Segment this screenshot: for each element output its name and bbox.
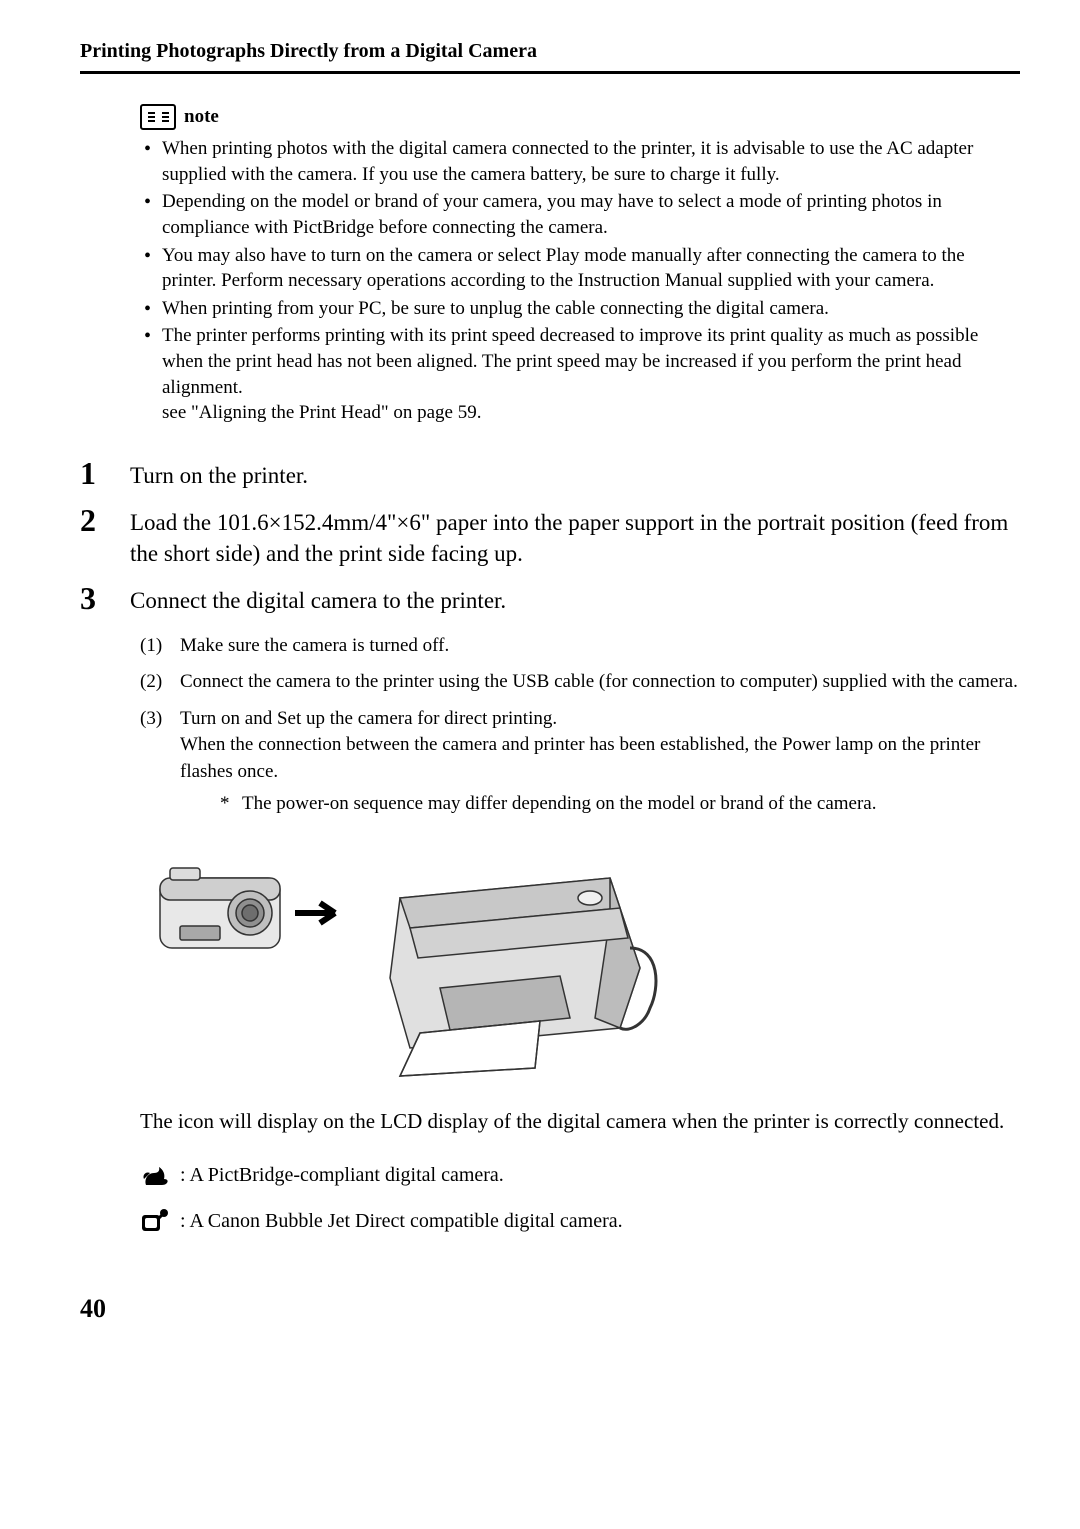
pictbridge-icon-row: : A PictBridge-compliant digital camera. — [140, 1162, 1020, 1188]
step-text: Load the 101.6×152.4mm/4"×6" paper into … — [130, 503, 1020, 569]
sub-step-3: (3) Turn on and Set up the camera for di… — [140, 706, 1020, 818]
note-label: note — [184, 106, 219, 128]
sub-step-text: Make sure the camera is turned off. — [180, 633, 1020, 660]
sub-step-num: (1) — [140, 633, 180, 660]
note-block: note When printing photos with the digit… — [140, 104, 1020, 426]
bubblejet-label: : A Canon Bubble Jet Direct compatible d… — [180, 1210, 623, 1233]
camera-printer-illustration — [140, 838, 1020, 1083]
sub-step-main: Turn on and Set up the camera for direct… — [180, 708, 557, 729]
note-item-text: The printer performs printing with its p… — [162, 325, 978, 397]
post-illustration-text: The icon will display on the LCD display… — [140, 1107, 1020, 1136]
sub-step-num: (2) — [140, 669, 180, 696]
note-item: Depending on the model or brand of your … — [140, 189, 1020, 240]
asterisk-note: * The power-on sequence may differ depen… — [220, 791, 1020, 818]
note-item: The printer performs printing with its p… — [140, 323, 1020, 426]
step-text: Connect the digital camera to the printe… — [130, 581, 506, 616]
asterisk-text: The power-on sequence may differ dependi… — [242, 791, 876, 818]
note-item: When printing from your PC, be sure to u… — [140, 296, 1020, 322]
step-number: 3 — [80, 581, 130, 616]
pictbridge-icon — [140, 1162, 170, 1188]
note-item: When printing photos with the digital ca… — [140, 136, 1020, 187]
page-header: Printing Photographs Directly from a Dig… — [80, 40, 1020, 74]
bubblejet-icon-row: : A Canon Bubble Jet Direct compatible d… — [140, 1208, 1020, 1234]
sub-step-text: Connect the camera to the printer using … — [180, 669, 1020, 696]
sub-step-extra: When the connection between the camera a… — [180, 734, 980, 782]
note-header: note — [140, 104, 1020, 130]
note-icon — [140, 104, 176, 130]
step-text: Turn on the printer. — [130, 456, 308, 491]
sub-steps: (1) Make sure the camera is turned off. … — [140, 633, 1020, 819]
sub-step-2: (2) Connect the camera to the printer us… — [140, 669, 1020, 696]
asterisk-symbol: * — [220, 791, 242, 818]
note-list: When printing photos with the digital ca… — [140, 136, 1020, 426]
step-1: 1 Turn on the printer. — [80, 456, 1020, 491]
step-2: 2 Load the 101.6×152.4mm/4"×6" paper int… — [80, 503, 1020, 569]
step-number: 1 — [80, 456, 130, 491]
header-title: Printing Photographs Directly from a Dig… — [80, 40, 537, 62]
pictbridge-label: : A PictBridge-compliant digital camera. — [180, 1164, 504, 1187]
bubblejet-icon — [140, 1208, 170, 1234]
sub-step-text: Turn on and Set up the camera for direct… — [180, 706, 1020, 818]
page-number: 40 — [80, 1294, 1020, 1324]
step-number: 2 — [80, 503, 130, 538]
note-item: You may also have to turn on the camera … — [140, 243, 1020, 294]
sub-step-num: (3) — [140, 706, 180, 818]
sub-step-1: (1) Make sure the camera is turned off. — [140, 633, 1020, 660]
step-3: 3 Connect the digital camera to the prin… — [80, 581, 1020, 616]
note-item-subline: see "Aligning the Print Head" on page 59… — [162, 400, 1020, 426]
